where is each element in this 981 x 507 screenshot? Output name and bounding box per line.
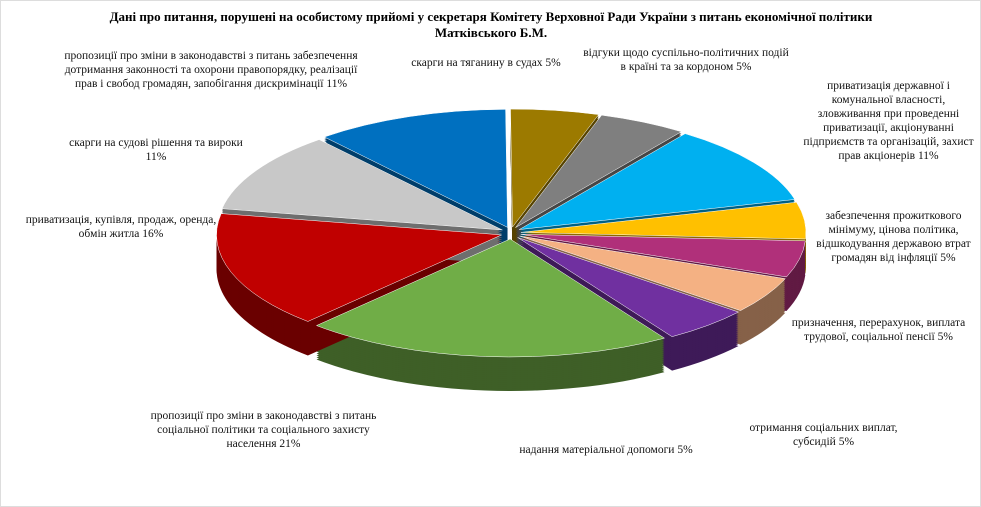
slice-label: призначення, перерахунок, виплата трудов… xyxy=(791,316,966,344)
value-label: 5% xyxy=(838,436,855,448)
category-name: призначення, перерахунок, виплата трудов… xyxy=(791,317,966,343)
category-name: відгуки щодо суспільно-політичних подій … xyxy=(583,47,789,73)
slice-label: пропозиції про зміни в законодавстві з п… xyxy=(136,409,391,451)
slice-label: отримання соціальних виплат, субсидій 5% xyxy=(731,421,916,449)
value-label: 11% xyxy=(326,78,348,90)
value-label: 11% xyxy=(917,150,939,162)
slice xyxy=(221,139,503,231)
slice-label: пропозиції про зміни в законодавстві з п… xyxy=(61,49,361,91)
category-name: забезпечення прожиткового мінімуму, ціно… xyxy=(816,210,971,264)
value-label: 5% xyxy=(937,331,953,343)
category-name: приватизація, купівля, продаж, оренда, о… xyxy=(25,214,217,240)
slice xyxy=(519,235,786,311)
value-label: 5% xyxy=(677,444,693,456)
value-label: 5% xyxy=(940,252,956,264)
value-label: 21% xyxy=(279,438,301,450)
slice-label: скарги на судові рішення та вироки 11% xyxy=(66,136,246,164)
slice xyxy=(510,108,600,228)
category-name: отримання соціальних виплат, субсидій xyxy=(749,422,898,448)
slice-label: відгуки щодо суспільно-політичних подій … xyxy=(581,46,791,74)
slice xyxy=(216,213,502,322)
slice xyxy=(315,238,666,358)
slice xyxy=(520,234,806,278)
category-name: скарги на тяганину в судах xyxy=(411,57,543,69)
chart-title: Дані про питання, порушені на особистому… xyxy=(109,9,873,40)
category-name: пропозиції про зміни в законодавстві з п… xyxy=(64,50,358,90)
slice xyxy=(519,133,796,230)
category-name: приватизація державної і комунальної вла… xyxy=(803,80,974,162)
slice-label: надання матеріальної допомоги 5% xyxy=(501,443,711,457)
category-name: скарги на судові рішення та вироки xyxy=(69,137,243,149)
value-label: 11% xyxy=(145,151,167,163)
slice-label: забезпечення прожиткового мінімуму, ціно… xyxy=(811,209,976,265)
value-label: 5% xyxy=(736,61,752,73)
category-name: надання матеріальної допомоги xyxy=(519,444,675,456)
slice-label: скарги на тяганину в судах 5% xyxy=(401,56,571,70)
value-label: 5% xyxy=(545,57,561,69)
slice xyxy=(323,109,508,228)
category-name: пропозиції про зміни в законодавстві з п… xyxy=(150,410,377,450)
slice xyxy=(517,237,740,337)
slice xyxy=(515,114,683,228)
value-label: 16% xyxy=(142,228,164,240)
slice-label: приватизація, купівля, продаж, оренда, о… xyxy=(16,213,226,241)
slice xyxy=(520,201,807,240)
slice-label: приватизація державної і комунальної вла… xyxy=(801,79,976,163)
